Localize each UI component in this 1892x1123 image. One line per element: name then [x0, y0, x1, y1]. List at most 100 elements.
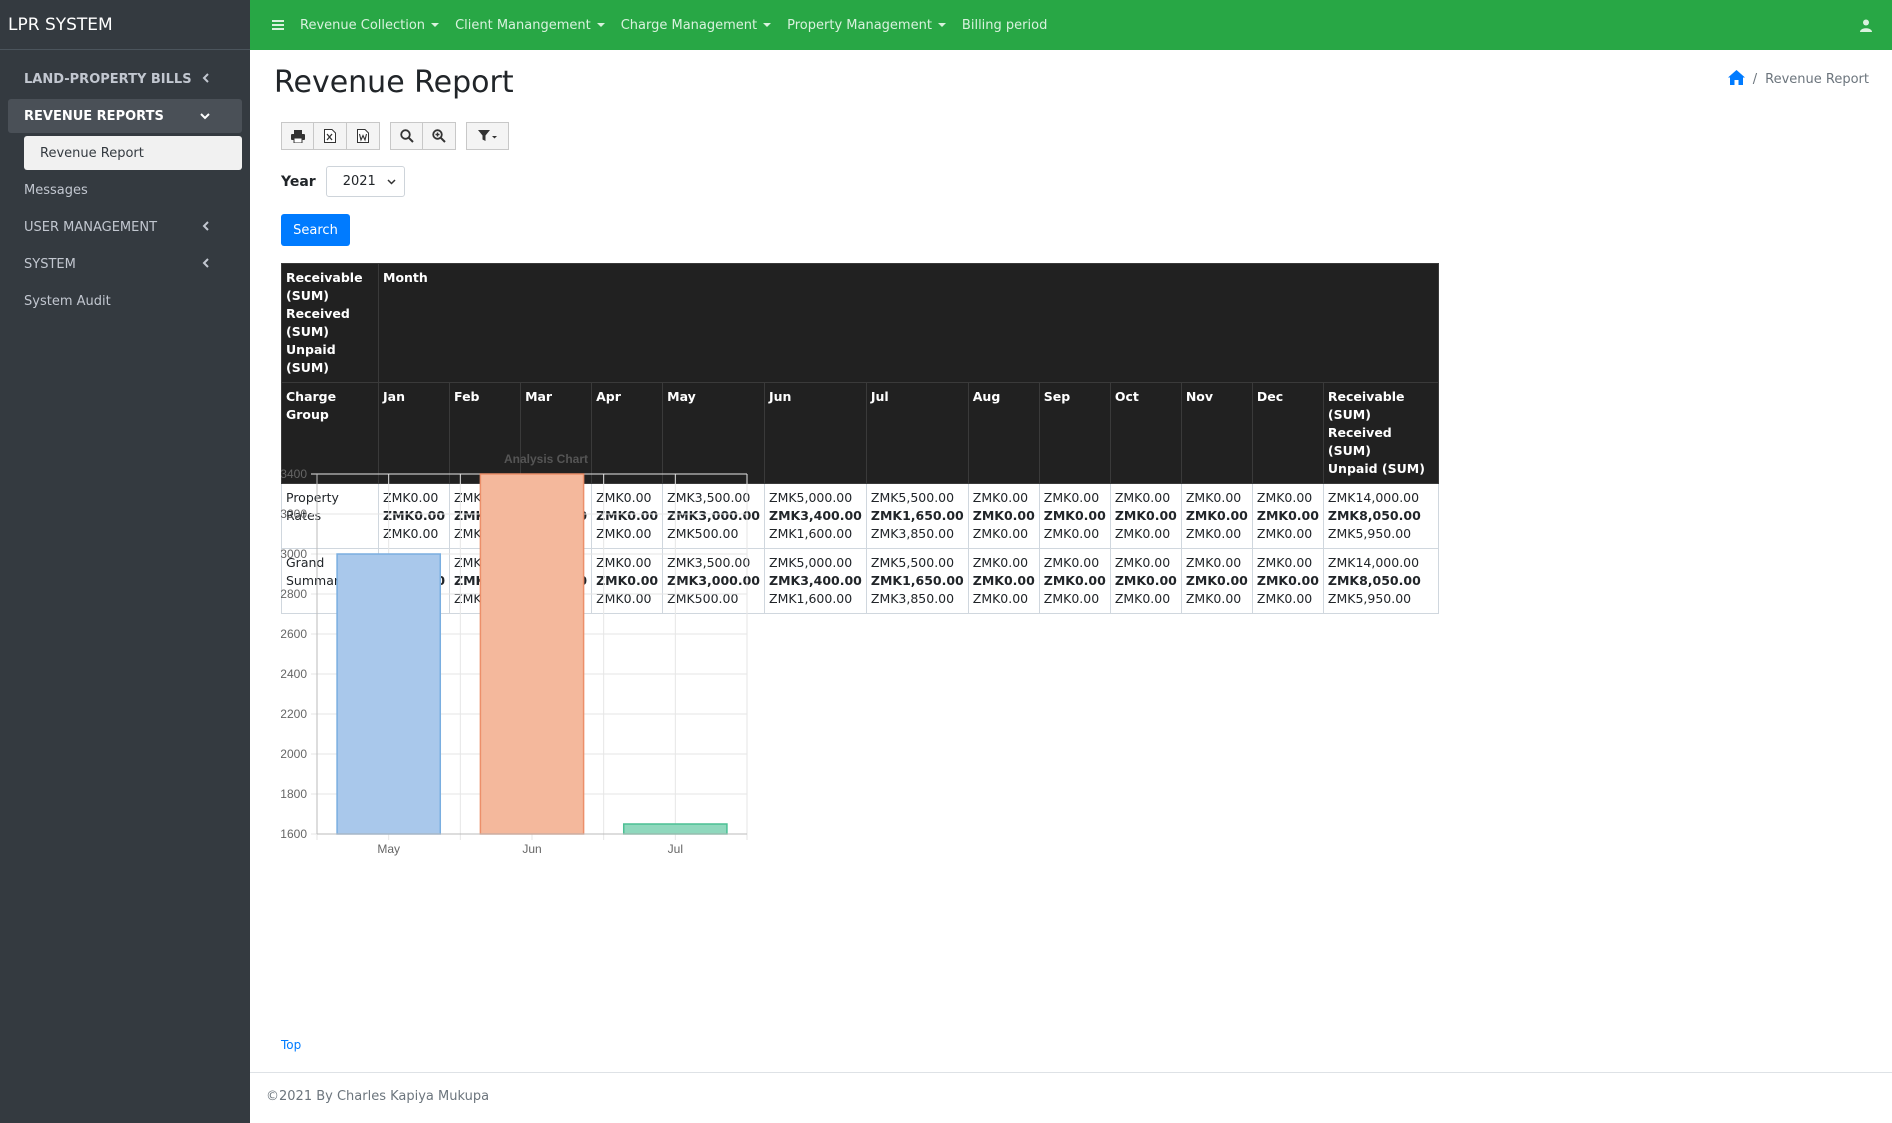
sidebar-item-user-management[interactable]: USER MANAGEMENT	[8, 210, 242, 244]
filter-icon	[477, 130, 497, 141]
y-tick-label: 3400	[281, 467, 307, 481]
export-word-button[interactable]	[347, 122, 380, 150]
amount-cell: ZMK5,000.00 ZMK3,400.00 ZMK1,600.00	[764, 548, 867, 614]
receivable-value: ZMK3,500.00	[667, 490, 751, 505]
charge-group-header: Charge Group	[281, 382, 379, 484]
chevron-left-icon	[202, 72, 210, 87]
sidebar-item-label: Messages	[24, 182, 88, 198]
amount-cell: ZMK0.00 ZMK0.00 ZMK0.00	[1038, 548, 1111, 614]
received-value: ZMK1,650.00	[870, 508, 964, 523]
search-report-button[interactable]	[390, 122, 423, 150]
unpaid-value: ZMK0.00	[1043, 526, 1100, 541]
home-icon[interactable]	[1727, 70, 1745, 89]
export-excel-button[interactable]	[314, 122, 347, 150]
report-toolbar	[281, 122, 519, 150]
unpaid-value: ZMK1,600.00	[769, 526, 853, 541]
received-value: ZMK8,050.00	[1327, 573, 1421, 588]
amount-cell: ZMK3,500.00 ZMK3,000.00 ZMK500.00	[662, 548, 765, 614]
analysis-chart: Analysis Chart 1600 1800 2000 2200 2400 2600 28…	[280, 450, 881, 950]
unpaid-value: ZMK3,850.00	[870, 591, 955, 606]
search-button[interactable]: Search	[281, 214, 350, 246]
month-column-header: Feb	[449, 382, 522, 484]
month-column-header: Jun	[764, 382, 867, 484]
breadcrumb-separator: /	[1752, 72, 1758, 87]
topnav-revenue-collection[interactable]: Revenue Collection	[300, 18, 440, 33]
y-tick-label: 1800	[281, 787, 307, 801]
receivable-value: ZMK0.00	[1256, 555, 1313, 570]
received-value: ZMK0.00	[1043, 508, 1106, 523]
unpaid-value: ZMK0.00	[596, 591, 652, 606]
month-column-header: Sep	[1038, 382, 1111, 484]
unpaid-value: ZMK5,950.00	[1327, 526, 1412, 541]
month-column-header: Oct	[1109, 382, 1182, 484]
month-column-header: Nov	[1180, 382, 1253, 484]
unpaid-value: ZMK0.00	[596, 526, 652, 541]
chevron-left-icon	[202, 257, 210, 272]
charge-group-cell: Property Rates	[281, 483, 379, 549]
received-value: ZMK3,400.00	[769, 573, 862, 588]
amount-cell: ZMK0.00 ZMK0.00 ZMK0.00	[377, 483, 451, 549]
chart-bar	[336, 553, 442, 835]
app-brand[interactable]: LPR SYSTEM	[0, 0, 250, 50]
amount-cell: ZMK5,000.00 ZMK3,400.00 ZMK1,600.00	[764, 483, 867, 549]
sidebar-item-land-property-bills[interactable]: LAND-PROPERTY BILLS	[8, 62, 242, 96]
topnav-property-management[interactable]: Property Management	[787, 18, 946, 33]
top-link[interactable]: Top	[281, 1038, 302, 1052]
receivable-value: ZMK14,000.00	[1327, 555, 1420, 570]
y-tick-label: 1600	[281, 827, 307, 841]
received-value: ZMK1,650.00	[870, 573, 964, 588]
unpaid-value: ZMK0.00	[1114, 591, 1171, 606]
amount-cell: ZMK0.00 ZMK0.00 ZMK0.00	[1109, 548, 1182, 614]
sidebar-item-revenue-reports[interactable]: REVENUE REPORTS	[8, 99, 242, 133]
year-label: Year	[281, 173, 316, 190]
receivable-value: ZMK0.00	[1043, 555, 1100, 570]
unpaid-value: ZMK0.00	[1185, 591, 1242, 606]
sidebar-item-messages[interactable]: Messages	[8, 173, 242, 207]
hamburger-menu-icon[interactable]	[272, 20, 284, 30]
caret-down-icon	[596, 23, 605, 27]
unpaid-value: ZMK500.00	[667, 526, 739, 541]
unpaid-value: ZMK500.00	[667, 591, 739, 606]
amount-cell: ZMK5,500.00 ZMK1,650.00 ZMK3,850.00	[865, 483, 969, 549]
receivable-value: ZMK0.00	[596, 555, 652, 570]
sidebar-item-system[interactable]: SYSTEM	[8, 247, 242, 281]
receivable-value: ZMK0.00	[1185, 555, 1242, 570]
topnav-label: Charge Management	[620, 17, 758, 33]
user-icon[interactable]	[1860, 17, 1872, 36]
topnav-billing-period[interactable]: Billing period	[962, 18, 1047, 33]
topnav-label: Property Management	[787, 17, 932, 33]
analysis-chart-svg: Analysis Chart 1600 1800 2000 2200 2400 2600 28…	[280, 452, 748, 856]
unpaid-value: ZMK0.00	[1256, 591, 1313, 606]
month-column-header: Dec	[1251, 382, 1324, 484]
amount-cell: ZMK0.00 ZMK0.00 ZMK0.00	[967, 483, 1040, 549]
amount-cell: ZMK14,000.00 ZMK8,050.00 ZMK5,950.00	[1322, 548, 1440, 614]
topnav-charge-management[interactable]: Charge Management	[620, 17, 772, 33]
unpaid-value: ZMK1,600.00	[769, 591, 853, 606]
received-value: ZMK0.00	[1185, 573, 1248, 588]
topnav-label: Billing period	[961, 17, 1048, 33]
receivable-value: ZMK0.00	[972, 490, 1029, 505]
breadcrumb: / Revenue Report	[1727, 70, 1869, 89]
amount-cell: ZMK0.00 ZMK0.00 ZMK0.00	[967, 548, 1040, 614]
corner-header-line: Receivable (SUM)	[286, 270, 363, 303]
chevron-down-icon	[387, 174, 396, 189]
main-content: Revenue Report / Revenue Report	[250, 50, 1892, 1123]
print-button[interactable]	[281, 122, 314, 150]
received-value: ZMK3,000.00	[667, 508, 760, 523]
sidebar-item-revenue-report[interactable]: Revenue Report	[24, 136, 242, 170]
month-header: Month	[378, 263, 1439, 383]
export-button-group	[281, 122, 380, 150]
corner-header-line: Unpaid (SUM)	[286, 342, 336, 375]
received-value: ZMK3,400.00	[769, 508, 862, 523]
zoom-in-button[interactable]	[423, 122, 456, 150]
year-select[interactable]: 2021	[325, 166, 405, 197]
filter-button[interactable]	[466, 122, 509, 150]
topnav-client-management[interactable]: Client Manangement	[455, 18, 605, 33]
y-tick-label: 2200	[281, 707, 307, 721]
total-header-line: Receivable (SUM)	[1327, 389, 1405, 422]
receivable-value: ZMK5,000.00	[769, 555, 853, 570]
zoom-button-group	[390, 122, 456, 150]
sidebar-item-system-audit[interactable]: System Audit	[8, 284, 242, 318]
amount-cell: ZMK3,500.00 ZMK3,000.00 ZMK500.00	[662, 483, 765, 549]
receivable-value: ZMK0.00	[1114, 555, 1171, 570]
